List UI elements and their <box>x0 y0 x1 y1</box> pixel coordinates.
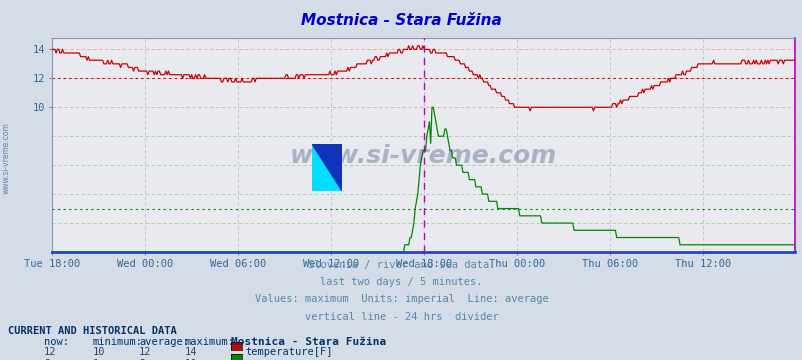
Text: Values: maximum  Units: imperial  Line: average: Values: maximum Units: imperial Line: av… <box>254 294 548 305</box>
Text: vertical line - 24 hrs  divider: vertical line - 24 hrs divider <box>304 312 498 322</box>
Text: average:: average: <box>139 337 188 347</box>
Text: 12: 12 <box>44 347 57 357</box>
Text: CURRENT AND HISTORICAL DATA: CURRENT AND HISTORICAL DATA <box>8 326 176 336</box>
Text: 1: 1 <box>92 359 99 360</box>
Text: Mostnica - Stara Fužina: Mostnica - Stara Fužina <box>231 337 386 347</box>
Text: 12: 12 <box>139 347 152 357</box>
Text: www.si-vreme.com: www.si-vreme.com <box>2 122 11 194</box>
Text: www.si-vreme.com: www.si-vreme.com <box>290 144 557 168</box>
Polygon shape <box>311 144 342 191</box>
Text: 3: 3 <box>44 359 51 360</box>
Text: 14: 14 <box>184 347 197 357</box>
Text: flow[foot3/min]: flow[foot3/min] <box>245 359 339 360</box>
Text: 3: 3 <box>139 359 145 360</box>
Polygon shape <box>311 144 342 191</box>
Text: maximum:: maximum: <box>184 337 234 347</box>
Text: temperature[F]: temperature[F] <box>245 347 333 357</box>
Text: 10: 10 <box>184 359 197 360</box>
Text: Mostnica - Stara Fužina: Mostnica - Stara Fužina <box>301 13 501 28</box>
Text: Slovenia / river and sea data.: Slovenia / river and sea data. <box>307 260 495 270</box>
Text: 10: 10 <box>92 347 105 357</box>
Text: minimum:: minimum: <box>92 337 142 347</box>
Text: now:: now: <box>44 337 69 347</box>
Text: last two days / 5 minutes.: last two days / 5 minutes. <box>320 277 482 287</box>
